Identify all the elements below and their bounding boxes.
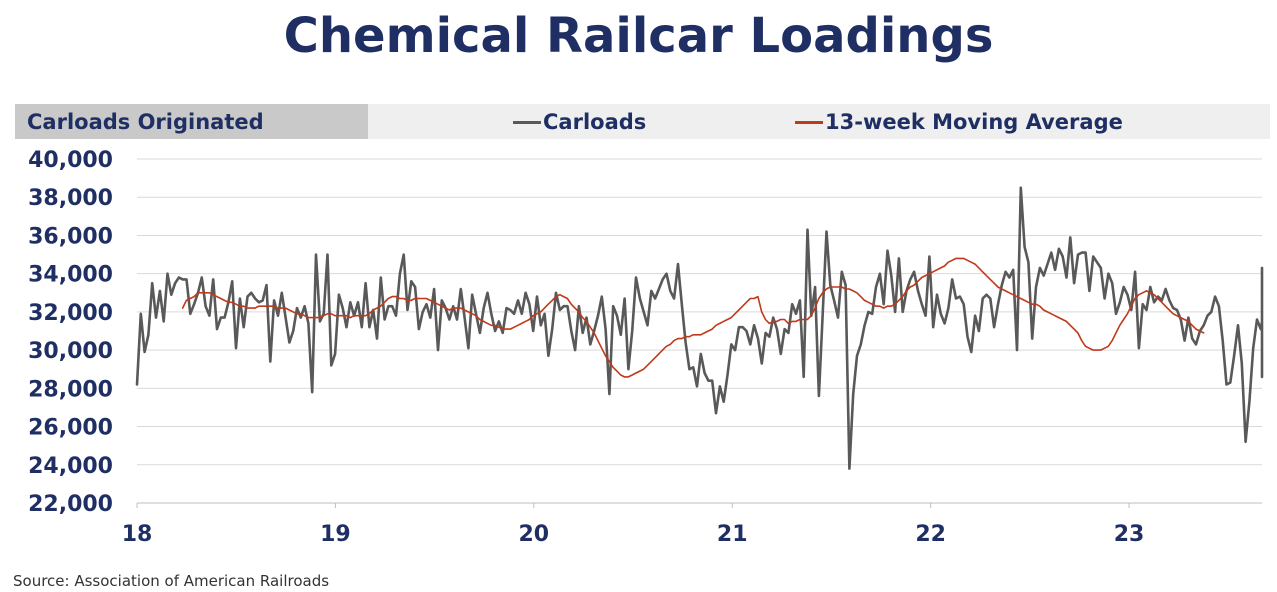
y-tick-label: 26,000	[28, 416, 113, 441]
units-box	[15, 104, 368, 139]
y-tick-label: 28,000	[28, 377, 113, 402]
y-tick-label: 38,000	[28, 186, 113, 211]
x-tick-label: 21	[717, 522, 748, 547]
y-tick-label: 40,000	[28, 148, 113, 173]
legend-item-moving-average: 13-week Moving Average	[795, 108, 1123, 136]
legend-label-carloads: Carloads	[543, 110, 647, 134]
legend-swatch-carloads	[513, 120, 541, 124]
y-tick-label: 22,000	[28, 492, 113, 517]
x-tick-label: 19	[320, 522, 351, 547]
legend-label-moving-average: 13-week Moving Average	[825, 110, 1123, 134]
x-tick-label: 23	[1114, 522, 1145, 547]
legend-swatch-moving-average	[795, 120, 823, 124]
chart-title: Chemical Railcar Loadings	[283, 8, 994, 64]
y-tick-label: 30,000	[28, 339, 113, 364]
line-chart: 22,000 24,000 26,000 28,000 30,000 32,000 34,0…	[28, 148, 1264, 547]
y-tick-label: 34,000	[28, 263, 113, 288]
moving-average-line	[181, 257, 1205, 378]
x-tick-label: 18	[122, 522, 153, 547]
x-tick-label: 22	[915, 522, 946, 547]
units-label: Carloads Originated	[27, 110, 264, 134]
y-tick-label: 24,000	[28, 454, 113, 479]
source-note: Source: Association of American Railroad…	[13, 572, 330, 590]
y-tick-label: 32,000	[28, 301, 113, 326]
y-tick-label: 36,000	[28, 224, 113, 249]
legend-item-carloads: Carloads	[513, 108, 646, 136]
x-tick-label: 20	[519, 522, 550, 547]
